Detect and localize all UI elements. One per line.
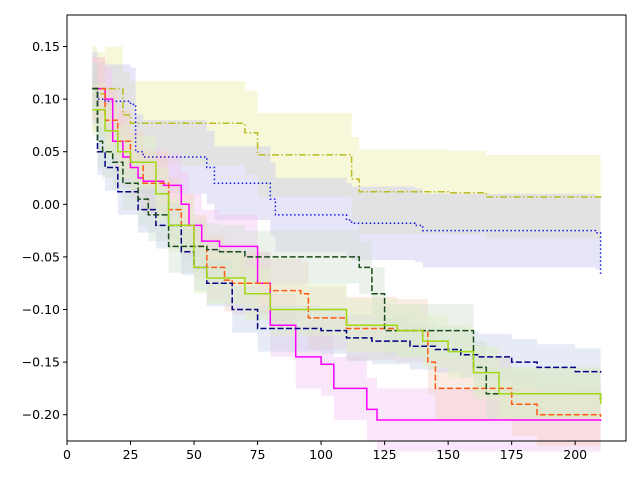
x-tick-label: 175 <box>500 447 524 462</box>
y-tick-label: 0.15 <box>32 39 60 54</box>
x-tick-label: 0 <box>63 447 71 462</box>
band-blue-dotted <box>92 51 601 312</box>
y-tick-label: −0.20 <box>22 407 60 422</box>
series-lines <box>92 87 602 421</box>
y-tick-label: 0.05 <box>32 144 60 159</box>
y-axis: 0.15 0.10 0.05 0.00 −0.05 −0.10 −0.15 −0.20 <box>22 39 67 422</box>
x-tick-label: 125 <box>373 447 397 462</box>
x-tick-label: 100 <box>309 447 333 462</box>
y-tick-label: −0.15 <box>22 355 60 370</box>
x-tick-label: 25 <box>123 447 139 462</box>
y-tick-label: 0.10 <box>32 92 60 107</box>
series-line-lime-solid <box>92 108 602 405</box>
x-axis: 0 25 50 75 100 125 150 175 200 <box>63 441 587 462</box>
series-line-magenta-solid <box>92 87 602 421</box>
x-tick-label: 75 <box>250 447 266 462</box>
band-navy-dashed <box>92 65 601 396</box>
x-tick-label: 200 <box>563 447 587 462</box>
band-olive-dashdot <box>92 46 601 241</box>
y-tick-label: −0.10 <box>22 302 60 317</box>
x-tick-label: 150 <box>436 447 460 462</box>
band-darkgreen-dashed <box>92 62 601 427</box>
y-tick-label: −0.05 <box>22 249 60 264</box>
plot-frame <box>66 14 627 442</box>
x-tick-label: 50 <box>186 447 202 462</box>
series-line-darkgreen-dashed <box>92 87 602 400</box>
series-line-olive-dashdot <box>92 87 602 198</box>
series-line-blue-dotted <box>92 87 602 275</box>
y-tick-label: 0.00 <box>32 197 60 212</box>
